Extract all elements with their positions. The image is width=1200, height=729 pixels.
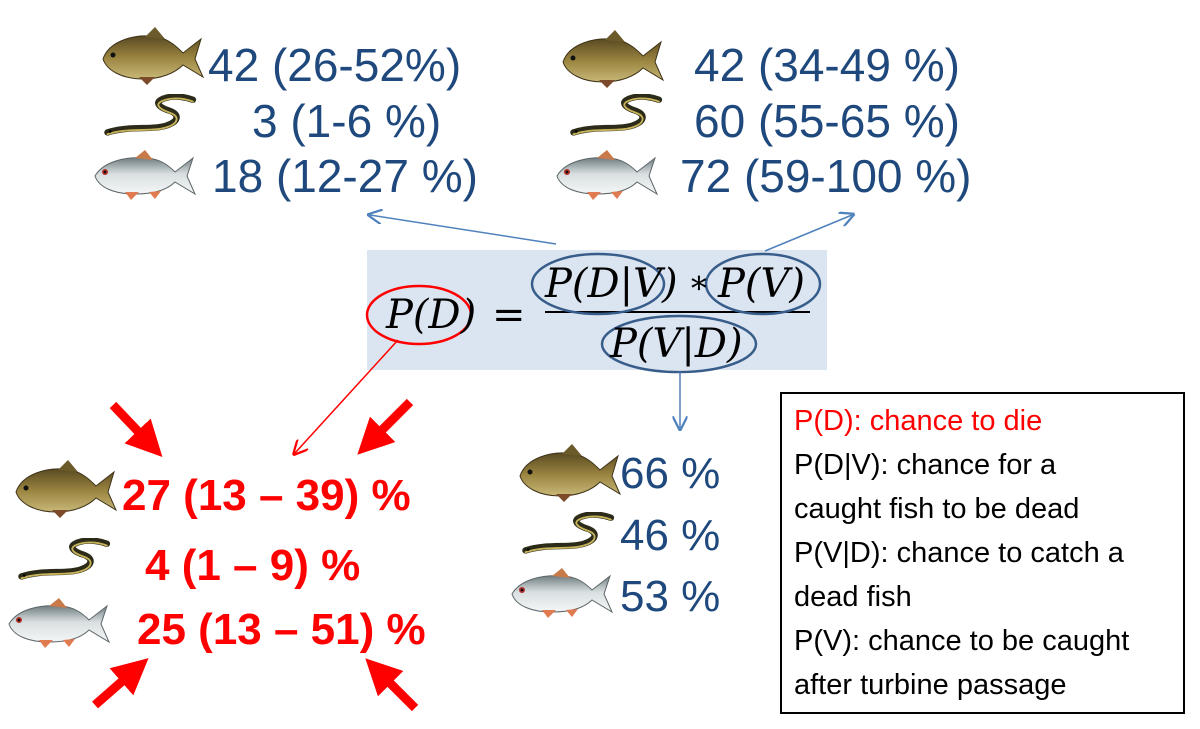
arrow-to-top-left: [370, 215, 557, 245]
legend-box: P(D): chance to die P(D|V): chance for a…: [780, 392, 1185, 714]
roach-icon: [550, 150, 662, 200]
legend-line-pdv-2: caught fish to be dead: [794, 493, 1080, 525]
formula-times: ∗: [688, 263, 710, 301]
bottom-mid-eel-value: 46 %: [620, 511, 721, 560]
red-arrow-top-right: [357, 398, 414, 455]
eel-icon: [102, 94, 202, 140]
eel-icon: [568, 94, 668, 140]
bream-icon: [512, 444, 622, 504]
formula-num-a: P(D|V): [545, 261, 678, 307]
red-arrow-bottom-left: [92, 658, 149, 709]
ellipse-pdv: [530, 252, 666, 316]
bottom-left-bream-value: 27 (13 – 39) %: [122, 471, 411, 520]
ellipse-pv: [704, 252, 822, 316]
arrow-to-bottom-left: [295, 339, 399, 453]
formula-box: [367, 250, 827, 370]
arrow-to-top-right: [764, 215, 852, 252]
top-left-eel-value: 3 (1-6 %): [252, 95, 442, 147]
eel-icon: [520, 512, 620, 558]
bottom-left-eel-value: 4 (1 – 9) %: [145, 541, 361, 590]
bottom-mid-bream-value: 66 %: [620, 449, 721, 498]
formula-equals: =: [492, 292, 526, 338]
top-left-roach-value: 18 (12-27 %): [212, 150, 478, 202]
top-right-roach-value: 72 (59-100 %): [680, 150, 972, 202]
formula-lhs: P(D): [386, 292, 477, 338]
legend-line-pv-2: after turbine passage: [794, 669, 1067, 701]
roach-icon: [505, 568, 617, 618]
top-right-bream-value: 42 (34-49 %): [694, 39, 960, 91]
red-arrow-top-left: [109, 401, 163, 458]
eel-icon: [16, 538, 116, 584]
legend-line-pv-1: P(V): chance to be caught: [794, 625, 1130, 657]
ellipse-pvd: [600, 314, 758, 374]
roach-icon: [2, 598, 114, 648]
bottom-mid-roach-value: 53 %: [620, 572, 721, 621]
bream-icon: [555, 30, 665, 90]
ellipse-pd: [365, 284, 473, 346]
roach-icon: [88, 150, 200, 200]
bream-icon: [95, 27, 205, 87]
formula-denominator: P(V|D): [610, 321, 743, 367]
red-arrow-bottom-right: [365, 658, 419, 712]
bottom-left-roach-value: 25 (13 – 51) %: [137, 605, 426, 654]
legend-line-pd: P(D): chance to die: [794, 405, 1043, 437]
bream-icon: [8, 460, 118, 520]
formula-num-b: P(V): [718, 261, 806, 307]
legend-line-pvd-1: P(V|D): chance to catch a: [794, 537, 1124, 569]
top-left-bream-value: 42 (26-52%): [208, 39, 462, 91]
top-right-eel-value: 60 (55-65 %): [694, 95, 960, 147]
legend-line-pvd-2: dead fish: [794, 581, 912, 613]
legend-line-pdv-1: P(D|V): chance for a: [794, 449, 1057, 481]
